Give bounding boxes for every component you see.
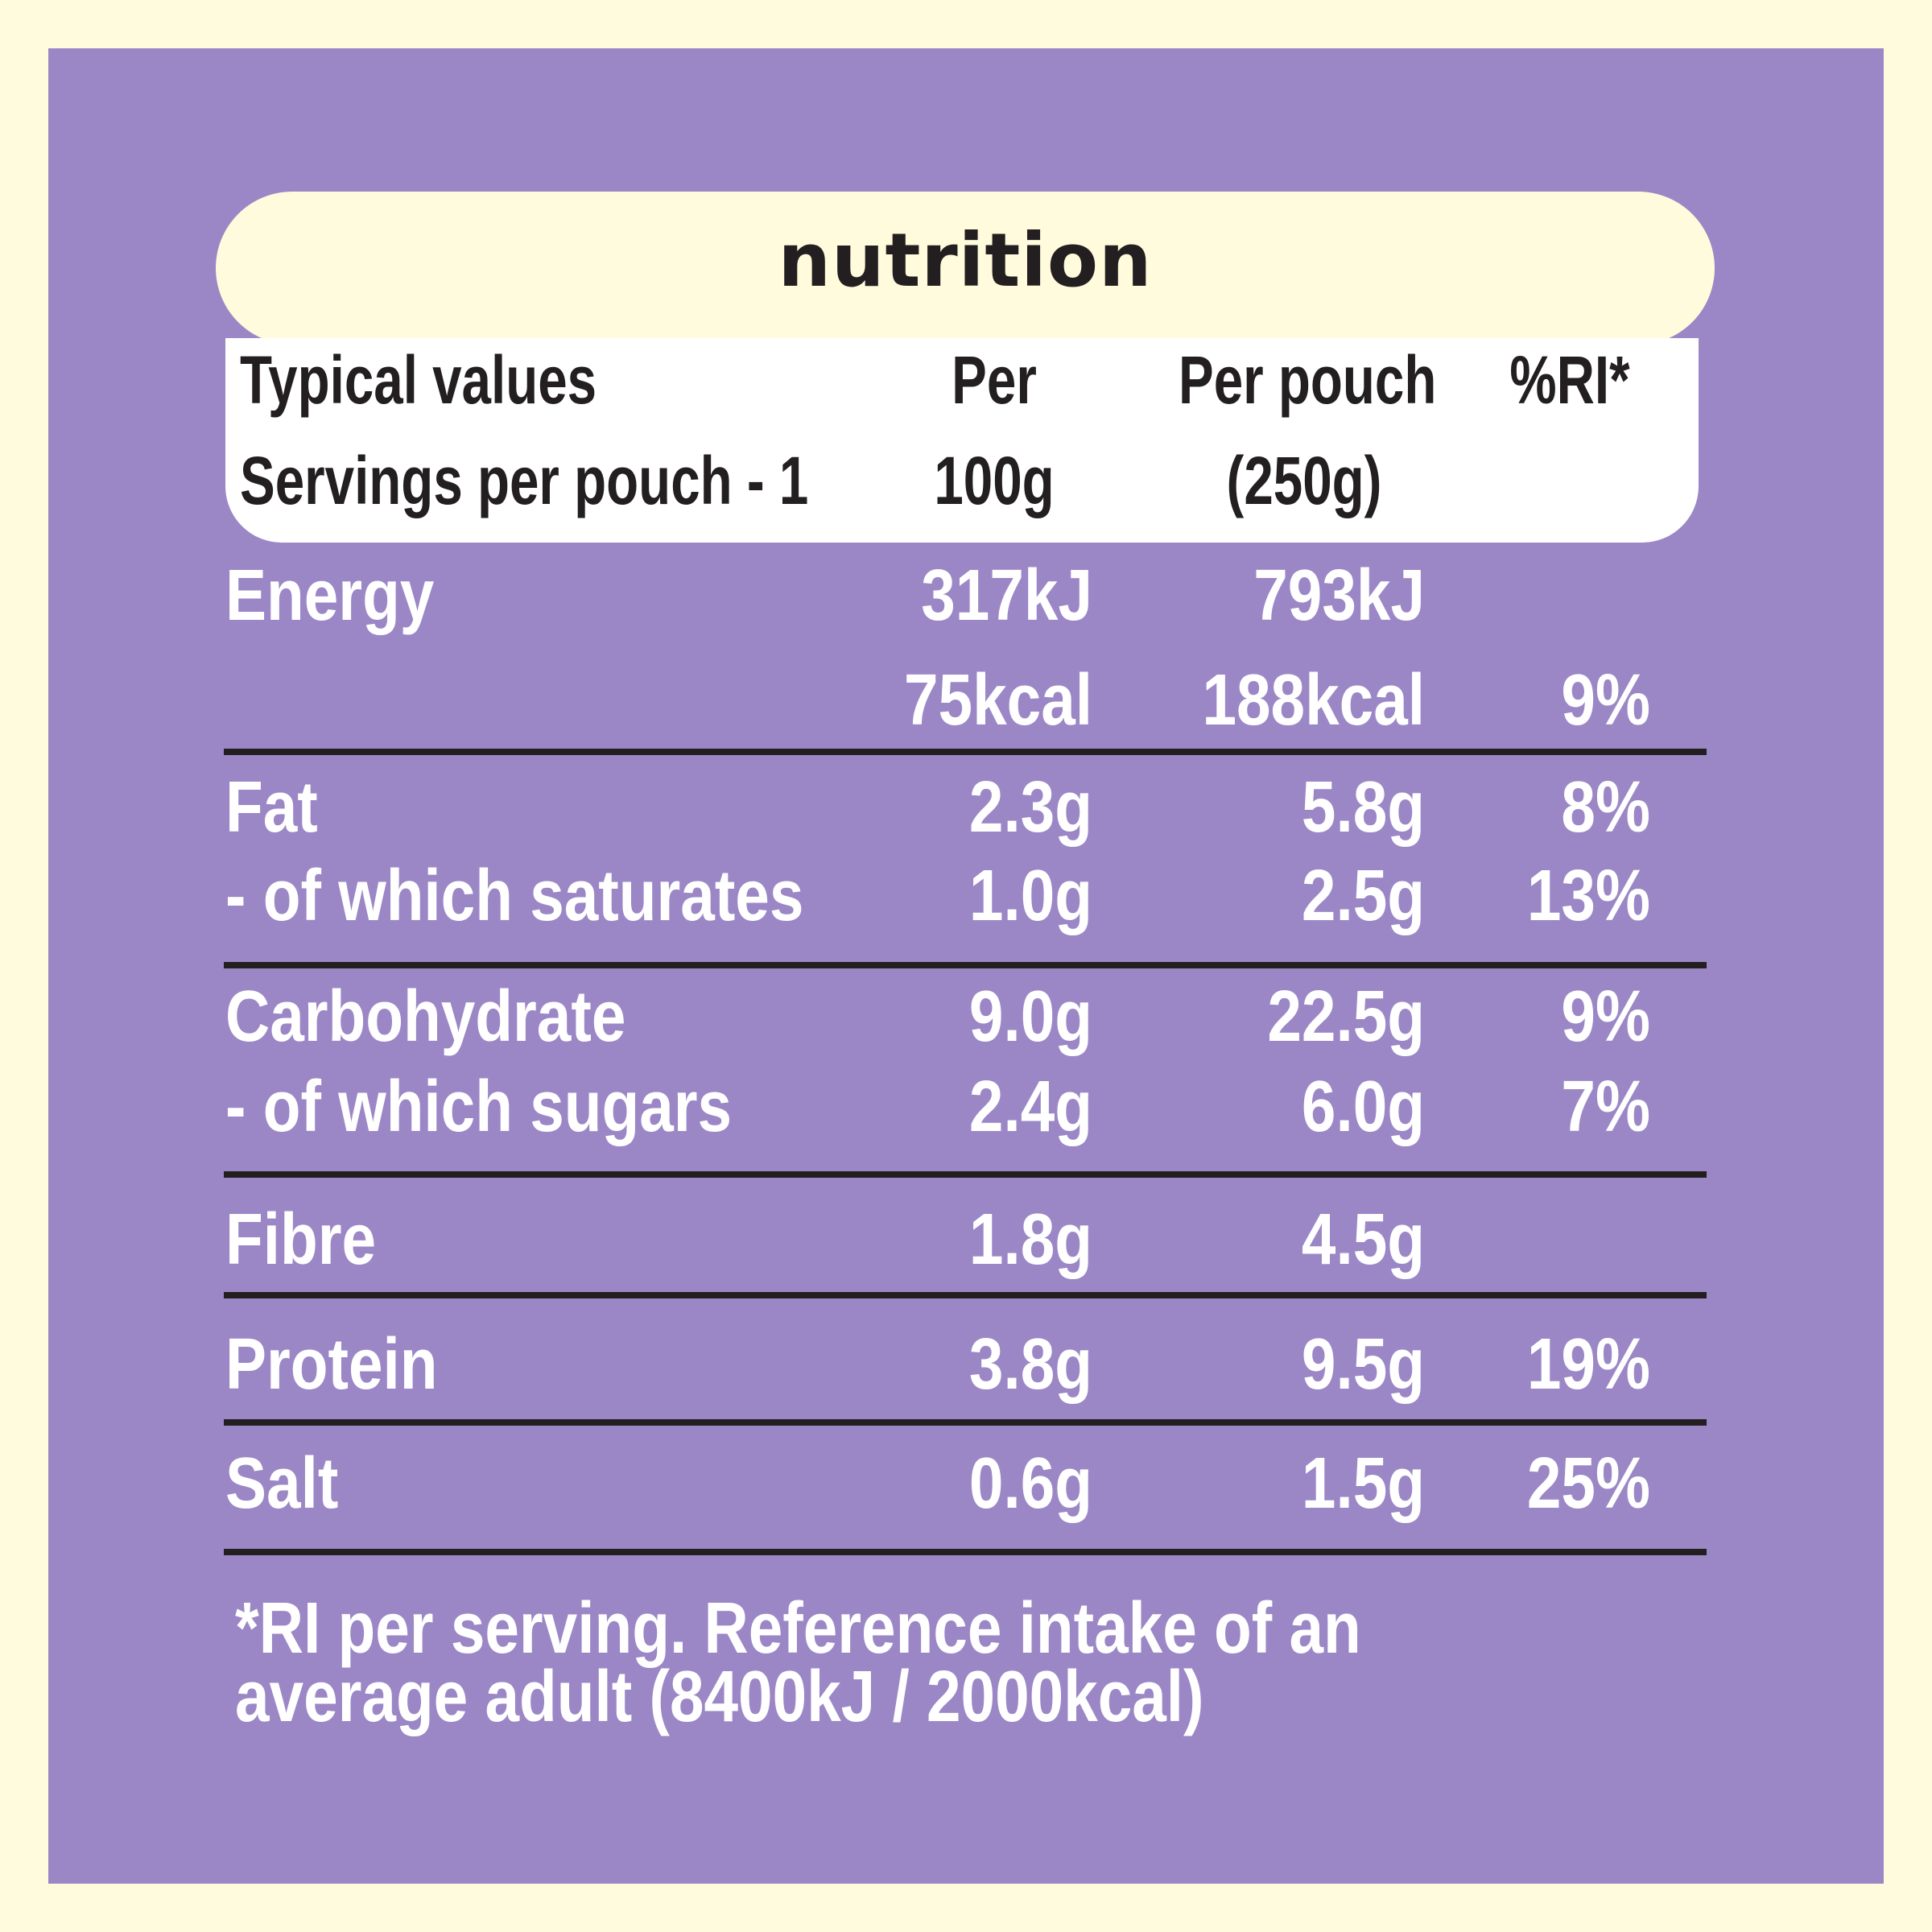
divider <box>224 1171 1707 1178</box>
energy-kcal-perpouch: 188kcal <box>1202 660 1425 741</box>
table-header <box>225 338 1699 543</box>
protein-perpouch: 9.5g <box>1301 1324 1425 1405</box>
salt-perpouch: 1.5g <box>1301 1443 1425 1524</box>
footnote-line-2: average adult (8400kJ / 2000kcal) <box>235 1657 1204 1737</box>
divider <box>224 962 1707 968</box>
divider <box>224 1292 1707 1298</box>
page-title: nutrition <box>778 217 1153 303</box>
fat-ri: 8% <box>1561 767 1650 848</box>
fat-per100g: 2.3g <box>968 767 1092 848</box>
title-banner <box>216 192 1715 345</box>
protein-ri: 19% <box>1526 1324 1650 1405</box>
saturates-ri: 13% <box>1526 856 1650 936</box>
energy-kj-perpouch: 793kJ <box>1253 555 1425 636</box>
fibre-per100g: 1.8g <box>968 1199 1092 1280</box>
energy-kcal-per100g: 75kcal <box>904 660 1092 741</box>
sugars-ri: 7% <box>1561 1067 1650 1147</box>
row-label-fat: Fat <box>225 767 318 848</box>
energy-kj-per100g: 317kJ <box>921 555 1092 636</box>
salt-per100g: 0.6g <box>968 1443 1092 1524</box>
saturates-per100g: 1.0g <box>968 856 1092 936</box>
sugars-per100g: 2.4g <box>968 1067 1092 1147</box>
row-label-sugars: - of which sugars <box>225 1067 733 1147</box>
fat-perpouch: 5.8g <box>1301 767 1425 848</box>
salt-ri: 25% <box>1526 1443 1650 1524</box>
header-ri: %RI* <box>1509 342 1630 418</box>
carbohydrate-perpouch: 22.5g <box>1267 976 1425 1057</box>
divider <box>224 749 1707 755</box>
header-per: Per <box>952 342 1037 418</box>
row-label-energy: Energy <box>225 555 435 636</box>
header-servings: Servings per pouch - 1 <box>240 443 809 518</box>
header-typical-values: Typical values <box>240 342 597 418</box>
row-label-carbohydrate: Carbohydrate <box>225 976 626 1057</box>
protein-per100g: 3.8g <box>968 1324 1092 1405</box>
row-label-fibre: Fibre <box>225 1199 377 1280</box>
header-per-pouch: Per pouch <box>1179 342 1437 418</box>
footnote-line-1: *RI per serving. Reference intake of an <box>235 1588 1361 1669</box>
carbohydrate-per100g: 9.0g <box>968 976 1092 1057</box>
header-100g: 100g <box>934 443 1055 518</box>
sugars-perpouch: 6.0g <box>1301 1067 1425 1147</box>
row-label-saturates: - of which saturates <box>225 856 804 936</box>
carbohydrate-ri: 9% <box>1561 976 1650 1057</box>
saturates-perpouch: 2.5g <box>1301 856 1425 936</box>
row-label-salt: Salt <box>225 1443 339 1524</box>
fibre-perpouch: 4.5g <box>1301 1199 1425 1280</box>
header-250g: (250g) <box>1226 443 1382 518</box>
divider <box>224 1419 1707 1426</box>
row-label-protein: Protein <box>225 1324 438 1405</box>
energy-ri: 9% <box>1561 660 1650 741</box>
divider <box>224 1549 1707 1555</box>
